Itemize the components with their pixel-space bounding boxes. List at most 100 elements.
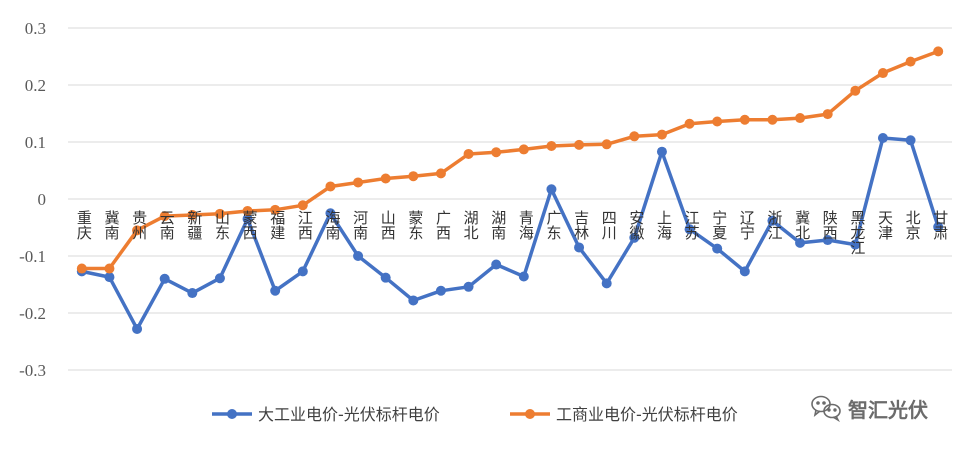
data-point	[463, 148, 474, 159]
x-category-label: 四川	[600, 210, 618, 240]
data-point	[435, 168, 446, 179]
x-category-label: 新疆	[185, 210, 203, 240]
data-point	[187, 288, 198, 299]
x-category-label: 湖南	[489, 210, 507, 240]
data-point	[656, 129, 667, 140]
data-point	[905, 56, 916, 67]
data-point	[297, 200, 308, 211]
data-point	[214, 208, 225, 219]
data-point	[463, 281, 474, 292]
data-point	[629, 232, 640, 243]
x-category-label: 山西	[379, 210, 397, 240]
data-point	[132, 323, 143, 334]
x-category-label: 江苏	[683, 210, 701, 241]
data-point	[518, 271, 529, 282]
x-category-label: 蒙东	[406, 210, 424, 240]
data-point	[712, 243, 723, 254]
data-point	[739, 114, 750, 125]
gridlines	[68, 27, 952, 371]
x-category-label: 冀南	[102, 210, 120, 240]
series-line-0	[81, 136, 940, 331]
data-point	[546, 140, 557, 151]
data-point	[739, 266, 750, 277]
data-point	[132, 225, 143, 236]
data-point	[822, 109, 833, 120]
data-point	[408, 295, 419, 306]
x-category-label: 重庆	[75, 210, 93, 240]
data-point	[712, 116, 723, 127]
data-point	[546, 184, 557, 195]
wechat-icon	[811, 395, 841, 423]
data-point	[491, 147, 502, 158]
data-point	[767, 215, 778, 226]
data-point	[353, 251, 364, 261]
data-point	[684, 118, 695, 129]
data-point	[795, 237, 806, 248]
data-point	[325, 208, 336, 219]
y-tick-label: 0.1	[25, 133, 46, 152]
data-point	[767, 114, 778, 125]
x-axis-category-labels: 重庆 冀南 贵州 云南 新疆 山东 蒙西 福建 江西 海南 河南 山西 蒙东 广西 湖北 湖南 青海 广东 吉林 四川…	[75, 210, 949, 255]
x-category-label: 天津	[876, 210, 894, 240]
x-category-label: 江西	[296, 210, 314, 240]
y-tick-label: 0	[38, 190, 47, 209]
x-category-label: 冀北	[793, 210, 811, 240]
watermark-text: 智汇光伏	[848, 398, 928, 422]
data-point	[933, 221, 944, 232]
data-point	[850, 239, 861, 250]
data-point	[601, 278, 612, 289]
y-tick-label: 0.2	[25, 76, 46, 95]
x-category-label: 蒙西	[241, 210, 259, 240]
data-point	[435, 285, 446, 296]
data-point	[822, 235, 833, 246]
y-tick-label: -0.2	[19, 304, 46, 323]
data-point	[850, 85, 861, 96]
x-category-label: 北京	[904, 210, 922, 241]
x-category-label: 广西	[434, 210, 452, 240]
data-point	[159, 211, 170, 222]
x-category-label: 广东	[544, 210, 562, 240]
data-point	[270, 285, 281, 296]
data-point	[187, 209, 198, 220]
x-category-label: 贵州	[130, 210, 148, 240]
x-category-label: 甘肃	[931, 210, 949, 240]
data-point	[877, 68, 888, 79]
x-category-label: 辽宁	[738, 210, 756, 240]
x-category-label: 河南	[351, 210, 369, 240]
data-point	[214, 273, 225, 284]
data-point	[353, 177, 364, 188]
data-point	[933, 46, 944, 57]
y-axis-ticks: 0.3 0.2 0.1 0 -0.1 -0.2 -0.3	[19, 19, 46, 380]
watermark: 智汇光伏	[811, 395, 928, 423]
x-category-label: 福建	[268, 210, 286, 240]
x-category-label: 海南	[323, 210, 341, 240]
x-category-label: 宁夏	[710, 210, 728, 240]
data-point	[242, 205, 253, 216]
data-point	[795, 113, 806, 124]
legend-label-1: 工商业电价-光伏标杆电价	[556, 405, 738, 424]
data-point	[601, 139, 612, 150]
data-point	[104, 272, 115, 283]
series-points	[76, 46, 944, 334]
data-point	[242, 213, 253, 224]
y-tick-label: -0.1	[19, 247, 46, 266]
x-category-label: 青海	[517, 210, 535, 240]
data-point	[159, 273, 170, 284]
data-point	[574, 242, 585, 253]
data-point	[380, 173, 391, 184]
y-tick-label: -0.3	[19, 361, 46, 380]
data-point	[297, 266, 308, 277]
x-category-label: 陕西	[821, 210, 839, 240]
data-point	[877, 133, 888, 144]
data-point	[380, 272, 391, 283]
data-point	[76, 263, 87, 274]
data-point	[325, 181, 336, 192]
x-category-label: 湖北	[462, 210, 480, 240]
data-point	[629, 131, 640, 142]
x-category-label: 黑龙江	[848, 210, 866, 255]
legend-label-0: 大工业电价-光伏标杆电价	[258, 405, 440, 424]
x-category-label: 云南	[158, 210, 176, 240]
data-point	[491, 259, 502, 270]
x-category-label: 浙江	[765, 210, 783, 240]
